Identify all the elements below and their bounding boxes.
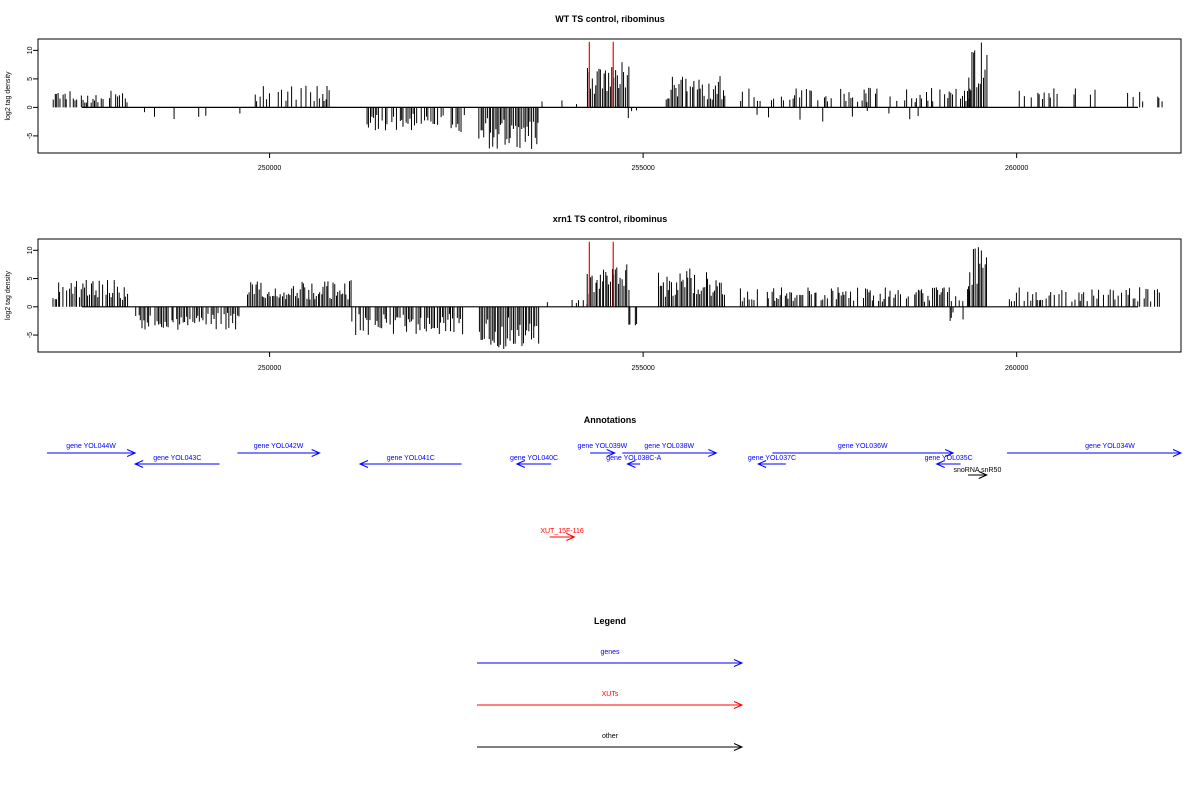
x-tick-label: 255000 [631, 365, 654, 372]
plot-frame [37, 38, 1182, 154]
annotation-feature: gene YOL041C [358, 455, 462, 468]
feature-label: gene YOL036W [838, 443, 888, 450]
x-tick-label: 260000 [1005, 365, 1028, 372]
feature-label: snoRNA snR50 [953, 467, 1001, 474]
legend-arrow-head [733, 659, 744, 667]
x-tick-label: 250000 [258, 165, 281, 172]
x-tick-label: 260000 [1005, 165, 1028, 172]
legend-title: Legend [594, 616, 626, 626]
legend-arrow-head [733, 701, 744, 709]
annotations-title: Annotations [584, 415, 637, 425]
arrow-head-right [311, 449, 321, 457]
feature-label: gene YOL034W [1085, 443, 1135, 450]
legend-arrow-head [733, 743, 744, 751]
annotation-feature: gene YOL036W [772, 443, 955, 457]
annotation-feature: snoRNA snR50 [953, 467, 1001, 479]
annotation-feature: gene YOL038C-A [606, 455, 662, 468]
feature-label: gene YOL035C [925, 455, 973, 462]
feature-label: gene YOL038W [644, 443, 694, 450]
feature-label: gene YOL044W [66, 443, 116, 450]
coverage-bars [52, 42, 1163, 149]
y-tick-label: 0 [27, 105, 34, 109]
annotation-feature: gene YOL035C [925, 455, 973, 468]
arrow-head-left [935, 460, 945, 468]
wt-coverage-panel: WT TS control, ribominus -5 0 5 10 log2 tag d… [5, 14, 1182, 172]
legend-item: other [477, 733, 744, 751]
xrn1-coverage-panel: xrn1 TS control, ribominus -5 0 5 10 log2 tag… [5, 214, 1182, 372]
y-tick-label: 5 [27, 77, 34, 81]
feature-label: gene YOL041C [387, 455, 435, 462]
coverage-bars [52, 247, 1160, 349]
legend: genes XUTs other [477, 649, 744, 751]
y-tick-label: 5 [27, 277, 34, 281]
feature-label: gene YOL043C [153, 455, 201, 462]
y-tick-label: -5 [27, 133, 34, 139]
arrow-head-left [358, 460, 369, 468]
annotation-feature: gene YOL037C [748, 455, 796, 468]
legend-label: genes [600, 649, 620, 656]
chart-title: WT TS control, ribominus [555, 14, 665, 24]
plot-frame [37, 238, 1182, 353]
y-axis-label: log2 tag density [5, 270, 12, 320]
x-tick-label: 250000 [258, 365, 281, 372]
feature-label: gene YOL037C [748, 455, 796, 462]
feature-label: gene YOL040C [510, 455, 558, 462]
legend-item: XUTs [477, 691, 744, 709]
annotation-feature: gene YOL034W [1006, 443, 1183, 457]
feature-label: gene YOL038C-A [606, 455, 661, 462]
feature-label: gene YOL042W [254, 443, 304, 450]
arrow-head-right [978, 471, 989, 479]
annotation-feature: gene YOL044W [46, 443, 137, 457]
annotation-feature: gene YOL043C [133, 455, 220, 468]
annotation-feature: gene YOL039W [578, 443, 628, 457]
arrow-head-right [944, 449, 955, 457]
arrow-head-left [133, 460, 144, 468]
legend-label: other [602, 733, 619, 740]
arrow-head-right [606, 449, 616, 457]
y-tick-label: 10 [27, 46, 34, 54]
arrow-head-right [566, 533, 576, 541]
y-axis-label: log2 tag density [5, 71, 12, 121]
arrow-head-left [626, 460, 636, 468]
arrow-head-right [708, 449, 718, 457]
feature-label: XUT_15F-116 [540, 528, 584, 535]
legend-item: genes [477, 649, 744, 667]
y-tick-label: 0 [27, 305, 34, 309]
annotation-feature: XUT_15F-116 [540, 528, 584, 541]
x-tick-label: 255000 [631, 165, 654, 172]
y-tick-label: 10 [27, 246, 34, 254]
legend-label: XUTs [602, 691, 619, 698]
arrow-head-left [515, 460, 526, 468]
feature-label: gene YOL039W [578, 443, 628, 450]
chart-title: xrn1 TS control, ribominus [553, 214, 668, 224]
y-tick-label: -5 [27, 332, 34, 338]
annotation-track: gene YOL044W gene YOL043C gene YOL042W gene… [46, 443, 1183, 541]
arrow-head-right [126, 449, 137, 457]
annotation-feature: gene YOL042W [237, 443, 321, 457]
annotation-feature: gene YOL038W [622, 443, 718, 457]
arrow-head-left [756, 460, 767, 468]
arrow-head-right [1172, 449, 1183, 457]
annotation-feature: gene YOL040C [510, 455, 558, 468]
